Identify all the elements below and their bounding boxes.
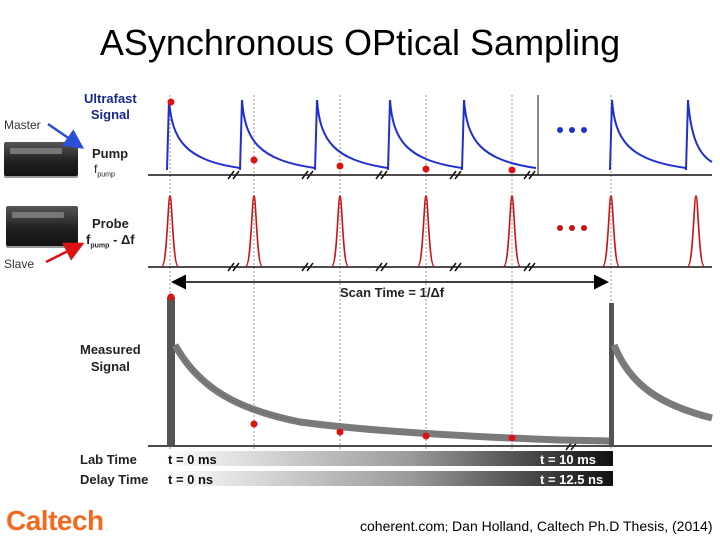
pump-pulse-3 (314, 99, 389, 171)
measured-trace-peak (167, 297, 175, 445)
f-probe-main: f (86, 232, 91, 247)
ultrafast-label-line1: Ultrafast (84, 91, 137, 106)
measured-trace (167, 297, 713, 445)
alignment-guides (169, 95, 612, 450)
probe-label: Probe (92, 216, 129, 231)
f-pump-main: f (94, 162, 98, 176)
lab-time-end: t = 10 ms (540, 452, 597, 467)
measured-sample-dot (508, 434, 516, 442)
credit-separator: ; (444, 520, 449, 534)
axis-break-icon (227, 170, 578, 451)
measured-sample-dots (167, 293, 516, 442)
pump-sample-dot (422, 165, 430, 173)
delay-time-bar (163, 471, 613, 486)
pump-pulse-train (166, 99, 713, 171)
measured-trace-peak-2 (609, 303, 614, 445)
pump-pulse-2 (239, 99, 316, 171)
ellipsis-dots-icon-probe (557, 225, 587, 231)
delay-time-end: t = 12.5 ns (540, 472, 604, 487)
master-arrow-icon (47, 122, 85, 149)
measured-label-line1: Measured (80, 342, 141, 357)
pump-label: Pump (92, 146, 129, 161)
probe-pulse-train (161, 195, 705, 267)
pump-pulse-7 (685, 99, 713, 171)
pump-pulse-6 (609, 99, 687, 171)
probe-pulse-3 (331, 195, 349, 267)
slave-label: Slave (4, 257, 35, 271)
pump-pulse-5 (461, 99, 537, 171)
probe-pulse-4 (417, 195, 435, 267)
ultrafast-signal-label: Ultrafast Signal (84, 91, 137, 123)
probe-pulse-7 (687, 195, 705, 267)
lab-time-label: Lab Time (80, 452, 137, 467)
measured-sample-dot (422, 432, 430, 440)
measured-sample-dot (336, 428, 344, 436)
measured-sample-dot (167, 293, 175, 301)
probe-pulse-5 (503, 195, 521, 267)
delay-time-label: Delay Time (80, 472, 149, 487)
slave-arrow-icon (45, 242, 85, 264)
ellipsis-dots-icon (557, 127, 587, 133)
probe-laser-device-icon (6, 206, 78, 246)
pump-sample-dot (250, 156, 258, 164)
measured-decay-curve-2 (610, 343, 713, 422)
master-label: Master (4, 118, 41, 132)
pump-sample-dot (167, 98, 175, 106)
lab-time-bar (163, 451, 613, 466)
measured-label-line2: Signal (90, 359, 130, 374)
probe-pulse-6 (602, 195, 620, 267)
delay-time-start: t = 0 ns (168, 472, 214, 487)
pump-pulse-1 (166, 99, 241, 171)
caltech-logo: Caltech (6, 505, 104, 536)
pump-sample-dot (508, 166, 516, 174)
f-pump-sub: pump (97, 171, 115, 179)
measured-decay-curve (171, 343, 611, 445)
ultrafast-label-line2: Signal (90, 107, 130, 122)
probe-pulse-1 (161, 195, 179, 267)
credit-thesis: Dan Holland, Caltech Ph.D Thesis, (2014) (448, 518, 713, 534)
f-probe-suffix: - Δf (109, 232, 135, 247)
credit-source: coherent.com (360, 518, 445, 534)
pump-pulse-4 (387, 99, 463, 171)
pump-sample-dots (167, 98, 516, 174)
f-probe-label: fpump - Δf (86, 232, 135, 250)
f-pump-label: fpump (94, 162, 115, 178)
page-title: ASynchronous OPtical Sampling (99, 22, 621, 63)
measured-sample-dot (250, 420, 258, 428)
lab-time-start: t = 0 ms (168, 452, 217, 467)
credit-text: coherent.com; Dan Holland, Caltech Ph.D … (360, 518, 713, 534)
measured-signal-label: Measured Signal (80, 341, 141, 375)
pump-sample-dot (336, 162, 344, 170)
f-probe-sub: pump (90, 242, 110, 250)
probe-pulse-2 (245, 195, 263, 267)
scan-time-label: Scan Time = 1/Δf (340, 285, 445, 300)
